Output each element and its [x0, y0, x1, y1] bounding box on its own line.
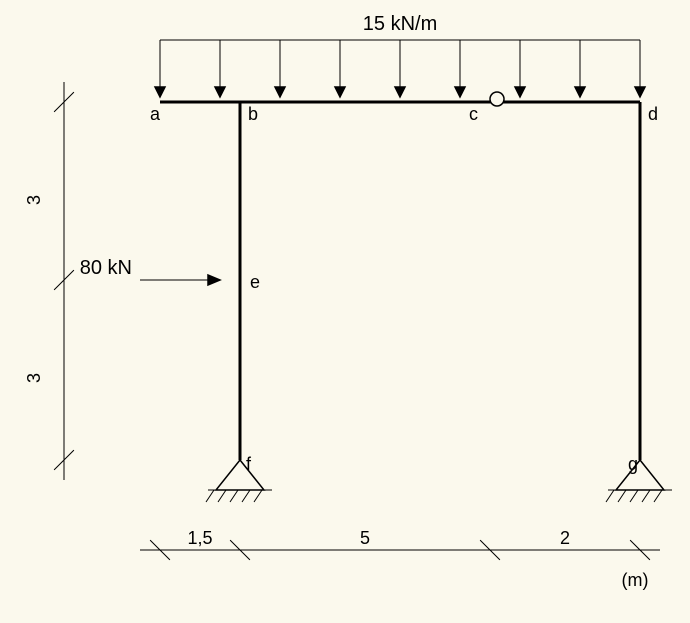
node-label-a: a: [150, 104, 161, 124]
node-label-c: c: [469, 104, 478, 124]
dim-h-1: 5: [360, 528, 370, 548]
dim-h-2: 2: [560, 528, 570, 548]
node-label-b: b: [248, 104, 258, 124]
dim-v-1: 3: [24, 373, 44, 383]
dim-h-0: 1,5: [187, 528, 212, 548]
distributed-load-label: 15 kN/m: [363, 13, 437, 35]
dim-v-0: 3: [24, 195, 44, 205]
dim-unit: (m): [622, 570, 649, 590]
node-label-e: e: [250, 272, 260, 292]
canvas-bg: [0, 0, 690, 623]
point-load-label: 80 kN: [80, 257, 132, 279]
hinge-c: [490, 92, 504, 106]
node-label-d: d: [648, 104, 658, 124]
